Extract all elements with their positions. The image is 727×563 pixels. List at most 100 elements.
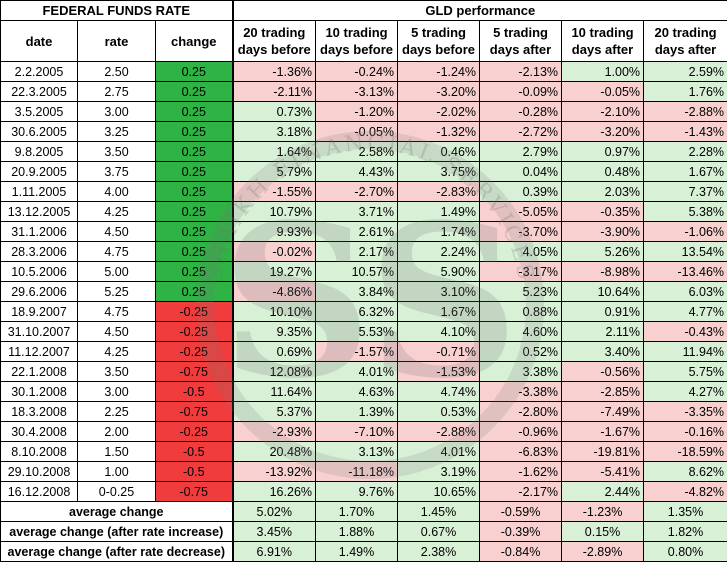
date-cell: 20.9.2005 — [0, 161, 78, 182]
rate-cell: 2.75 — [77, 81, 156, 102]
performance-cell: 16.26% — [231, 481, 317, 502]
performance-cell: 2.59% — [643, 61, 727, 82]
performance-cell: 1.76% — [643, 81, 727, 102]
summary-row: average change (after rate decrease) 6.91… — [0, 541, 727, 562]
change-cell: -0.5 — [154, 461, 234, 482]
data-rows: 2.2.2005 2.50 0.25 -1.36% -0.24% -1.24% -2.13%… — [0, 61, 727, 502]
performance-cell: -7.49% — [561, 401, 645, 422]
performance-cell: 5.53% — [315, 321, 399, 342]
performance-cell: 11.94% — [643, 341, 727, 362]
performance-cell: 2.28% — [643, 141, 727, 162]
performance-cell: -0.09% — [479, 81, 563, 102]
change-cell: 0.25 — [154, 261, 234, 282]
rate-cell: 4.25 — [77, 341, 156, 362]
table-row: 11.12.2007 4.25 -0.25 0.69% -1.57% -0.71% 0.52… — [0, 341, 727, 362]
performance-cell: 9.76% — [315, 481, 399, 502]
performance-cell: -11.18% — [315, 461, 399, 482]
performance-cell: 2.03% — [561, 181, 645, 202]
date-cell: 22.3.2005 — [0, 81, 78, 102]
change-cell: 0.25 — [154, 181, 234, 202]
performance-cell: 4.63% — [315, 381, 399, 402]
performance-cell: -2.70% — [315, 181, 399, 202]
table-row: 30.1.2008 3.00 -0.5 11.64% 4.63% 4.74% -3.38% -… — [0, 381, 727, 402]
performance-cell: -0.96% — [479, 421, 563, 442]
performance-cell: -1.24% — [397, 61, 481, 82]
rate-cell: 4.00 — [77, 181, 156, 202]
change-cell: 0.25 — [154, 61, 234, 82]
performance-cell: -1.62% — [479, 461, 563, 482]
change-cell: 0.25 — [154, 101, 234, 122]
performance-cell: 3.71% — [315, 201, 399, 222]
performance-cell: -13.92% — [231, 461, 317, 482]
change-cell: 0.25 — [154, 201, 234, 222]
table-row: 3.5.2005 3.00 0.25 0.73% -1.20% -2.02% -0.28% -… — [0, 101, 727, 122]
performance-cell: 4.27% — [643, 381, 727, 402]
performance-cell: 5.75% — [643, 361, 727, 382]
performance-cell: 1.00% — [561, 61, 645, 82]
col-10-before: 10 trading days before — [315, 20, 399, 62]
performance-cell: 4.60% — [479, 321, 563, 342]
performance-cell: -3.70% — [479, 221, 563, 242]
performance-cell: -3.20% — [561, 121, 645, 142]
performance-cell: 0.52% — [479, 341, 563, 362]
performance-cell: -19.81% — [561, 441, 645, 462]
performance-cell: -4.82% — [643, 481, 727, 502]
rate-cell: 0-0.25 — [77, 481, 156, 502]
performance-cell: 6.32% — [315, 301, 399, 322]
table-row: 30.6.2005 3.25 0.25 3.18% -0.05% -1.32% -2.72%… — [0, 121, 727, 142]
table-row: 22.3.2005 2.75 0.25 -2.11% -3.13% -3.20% -0.09… — [0, 81, 727, 102]
performance-cell: -2.11% — [231, 81, 317, 102]
performance-cell: -3.20% — [397, 81, 481, 102]
performance-cell: 9.93% — [231, 221, 317, 242]
performance-cell: -3.13% — [315, 81, 399, 102]
rate-cell: 5.25 — [77, 281, 156, 302]
performance-cell: -1.57% — [315, 341, 399, 362]
change-cell: -0.25 — [154, 341, 234, 362]
rate-cell: 4.75 — [77, 301, 156, 322]
performance-cell: -0.05% — [315, 121, 399, 142]
performance-cell: 2.24% — [397, 241, 481, 262]
col-20-after: 20 trading days after — [643, 20, 727, 62]
performance-cell: 3.10% — [397, 281, 481, 302]
change-cell: -0.5 — [154, 441, 234, 462]
performance-cell: 0.46% — [397, 141, 481, 162]
performance-cell: -0.43% — [643, 321, 727, 342]
col-rate: rate — [77, 20, 156, 62]
performance-cell: 3.13% — [315, 441, 399, 462]
performance-cell: 10.64% — [561, 281, 645, 302]
performance-cell: 13.54% — [643, 241, 727, 262]
date-cell: 28.3.2006 — [0, 241, 78, 262]
performance-cell: -18.59% — [643, 441, 727, 462]
table-row: 9.8.2005 3.50 0.25 1.64% 2.58% 0.46% 2.79% 0.97… — [0, 141, 727, 162]
performance-cell: 0.69% — [231, 341, 317, 362]
date-cell: 9.8.2005 — [0, 141, 78, 162]
performance-cell: 2.44% — [561, 481, 645, 502]
performance-cell: -3.38% — [479, 381, 563, 402]
performance-cell: 3.18% — [231, 121, 317, 142]
performance-cell: 3.40% — [561, 341, 645, 362]
performance-cell: 1.39% — [315, 401, 399, 422]
performance-cell: 6.03% — [643, 281, 727, 302]
rate-cell: 4.25 — [77, 201, 156, 222]
col-20-before: 20 trading days before — [231, 20, 317, 62]
performance-cell: 1.74% — [397, 221, 481, 242]
performance-cell: 2.58% — [315, 141, 399, 162]
rate-cell: 4.50 — [77, 321, 156, 342]
performance-cell: 2.61% — [315, 221, 399, 242]
rate-cell: 3.50 — [77, 361, 156, 382]
performance-cell: 4.10% — [397, 321, 481, 342]
table-row: 22.1.2008 3.50 -0.75 12.08% 4.01% -1.53% 3.38%… — [0, 361, 727, 382]
performance-cell: 5.23% — [479, 281, 563, 302]
summary-value: -1.23% — [561, 501, 645, 522]
col-date: date — [0, 20, 78, 62]
performance-cell: -1.20% — [315, 101, 399, 122]
date-cell: 30.1.2008 — [0, 381, 78, 402]
rate-cell: 5.00 — [77, 261, 156, 282]
performance-cell: -2.93% — [231, 421, 317, 442]
performance-cell: 4.74% — [397, 381, 481, 402]
performance-cell: 3.19% — [397, 461, 481, 482]
performance-cell: 1.49% — [397, 201, 481, 222]
summary-value: 0.80% — [643, 541, 727, 562]
performance-cell: 19.27% — [231, 261, 317, 282]
